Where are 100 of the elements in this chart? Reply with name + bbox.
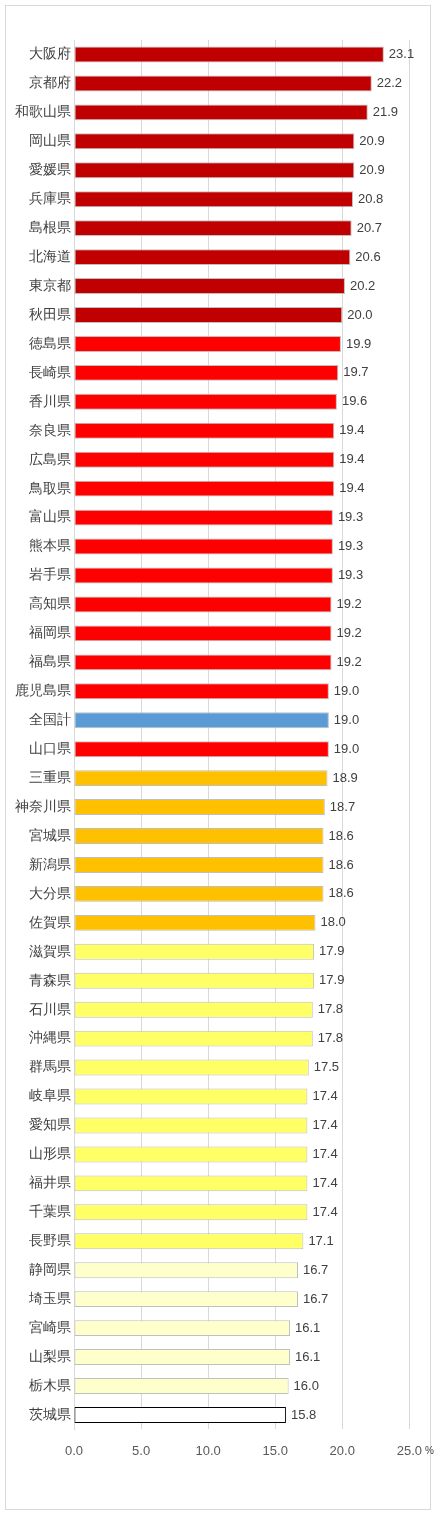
data-label: 19.9 [345, 335, 372, 351]
data-label: 19.2 [336, 653, 362, 669]
y-tick-label: 沖縄県 [29, 1029, 71, 1046]
data-label: 19.2 [336, 624, 362, 640]
y-tick-label: 鳥取県 [28, 479, 71, 496]
x-tick-label: 0.0 [64, 1442, 84, 1458]
data-label: 15.8 [290, 1406, 317, 1422]
y-tick-label: 広島県 [29, 450, 71, 467]
data-label: 17.5 [313, 1059, 340, 1075]
data-label: 19.4 [339, 451, 365, 467]
y-tick-label: 佐賀県 [29, 913, 71, 930]
data-label: 21.9 [372, 103, 399, 119]
x-tick-label: 15.0 [262, 1442, 288, 1458]
y-tick-label: 岐阜県 [29, 1087, 71, 1104]
data-label: 17.1 [308, 1232, 334, 1248]
y-tick-label: 千葉県 [29, 1203, 71, 1220]
y-tick-label: 熊本県 [29, 537, 71, 554]
data-label: 18.6 [328, 885, 354, 901]
y-tick-label: 宮崎県 [29, 1318, 71, 1335]
data-label: 19.4 [339, 422, 365, 438]
y-tick-label: 山形県 [29, 1145, 71, 1162]
y-tick-label: 山口県 [29, 740, 71, 757]
y-tick-label: 長野県 [29, 1232, 71, 1249]
y-tick-label: 大阪府 [29, 45, 71, 62]
data-label: 16.7 [303, 1261, 329, 1277]
y-tick-label: 奈良県 [29, 421, 71, 438]
data-label: 16.1 [294, 1319, 321, 1335]
y-tick-label: 神奈川県 [15, 797, 71, 814]
y-tick-label: 新潟県 [29, 855, 71, 872]
y-tick-label: 東京都 [29, 276, 71, 293]
y-tick-label: 三重県 [29, 768, 71, 785]
y-tick-label: 島根県 [29, 219, 71, 236]
y-tick-label: 岡山県 [29, 132, 71, 149]
y-tick-label: 鹿児島県 [15, 682, 71, 699]
y-tick-label: 茨城県 [29, 1405, 71, 1422]
y-tick-label: 福島県 [29, 653, 71, 670]
data-label: 17.4 [312, 1117, 338, 1133]
data-label: 17.4 [312, 1174, 338, 1190]
data-label: 23.1 [388, 46, 415, 62]
data-label: 19.0 [333, 682, 360, 698]
y-tick-label: 福岡県 [29, 624, 71, 641]
data-label: 19.7 [343, 364, 369, 380]
y-tick-label: 愛媛県 [29, 161, 71, 178]
data-label: 20.9 [359, 132, 385, 148]
y-tick-label: 愛知県 [29, 1116, 71, 1133]
data-label: 18.6 [328, 827, 354, 843]
y-tick-label: 全国計 [29, 711, 71, 728]
y-tick-label: 香川県 [29, 392, 71, 409]
data-label: 17.9 [319, 972, 345, 988]
y-tick-label: 山梨県 [29, 1347, 71, 1364]
y-tick-label: 静岡県 [29, 1261, 71, 1278]
y-tick-label: 青森県 [29, 971, 71, 988]
y-tick-label: 高知県 [29, 595, 71, 612]
y-tick-label: 群馬県 [29, 1058, 71, 1075]
y-tick-label: 滋賀県 [29, 942, 71, 959]
data-label: 19.0 [333, 711, 360, 727]
y-tick-label: 和歌山県 [15, 103, 71, 120]
data-label: 16.7 [303, 1290, 329, 1306]
data-label: 19.3 [337, 509, 364, 525]
data-label: 19.0 [333, 740, 360, 756]
y-tick-label: 秋田県 [29, 305, 71, 322]
data-label: 19.4 [339, 480, 365, 496]
y-tick-label: 福井県 [29, 1174, 71, 1191]
y-tick-label: 岩手県 [29, 566, 71, 583]
y-tick-label: 石川県 [29, 1000, 71, 1017]
data-label: 17.4 [312, 1203, 338, 1219]
data-label: 20.2 [349, 277, 376, 293]
data-label: 16.0 [293, 1377, 319, 1393]
y-tick-label: 長崎県 [29, 363, 71, 380]
data-label: 19.3 [337, 567, 364, 583]
x-tick-label: 25.0 [396, 1442, 423, 1458]
data-label: 17.8 [317, 1001, 344, 1017]
data-label: 17.4 [312, 1145, 338, 1161]
data-label: 19.2 [336, 596, 362, 612]
x-tick-label: 10.0 [195, 1442, 221, 1458]
data-label: 20.0 [347, 306, 373, 322]
y-tick-label: 富山県 [29, 508, 71, 525]
data-label: 18.9 [332, 769, 358, 785]
y-tick-label: 京都府 [29, 74, 71, 91]
data-label: 17.4 [312, 1088, 338, 1104]
x-tick-label: 5.0 [132, 1442, 151, 1458]
data-label: 20.9 [359, 161, 385, 177]
data-label: 19.6 [341, 393, 368, 409]
data-label: 22.2 [376, 75, 403, 90]
data-label: 20.8 [358, 190, 384, 206]
data-label: 17.8 [317, 1030, 344, 1046]
data-label: 20.7 [356, 219, 382, 235]
x-axis-title: % [425, 1445, 434, 1457]
y-tick-label: 徳島県 [29, 334, 71, 351]
data-label: 16.1 [294, 1348, 321, 1364]
data-label: 18.6 [328, 856, 354, 872]
y-tick-label: 北海道 [29, 247, 71, 264]
data-label: 17.9 [319, 943, 345, 959]
y-tick-label: 大分県 [29, 884, 71, 901]
y-tick-label: 埼玉県 [28, 1290, 71, 1306]
data-label: 18.7 [329, 798, 356, 814]
data-label: 18.0 [320, 914, 346, 930]
x-tick-label: 20.0 [329, 1442, 355, 1458]
y-tick-label: 宮城県 [29, 826, 71, 843]
y-tick-label: 兵庫県 [29, 190, 71, 207]
